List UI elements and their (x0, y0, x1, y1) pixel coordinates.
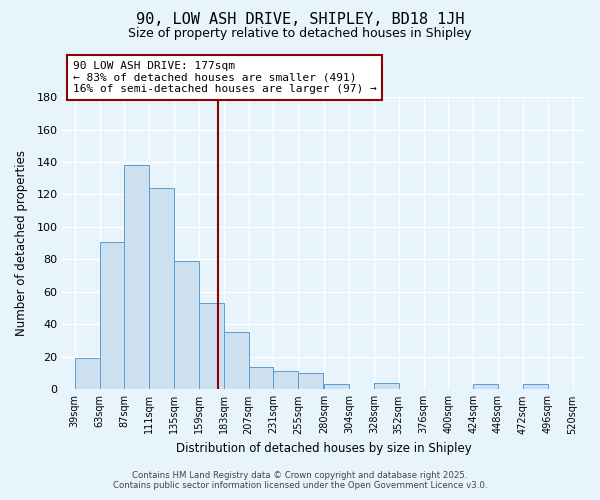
Bar (149, 188, 174, 390)
Bar (75, 358, 100, 390)
Bar (224, 332, 248, 390)
Bar (274, 372, 298, 390)
Bar (100, 242, 124, 390)
Y-axis label: Number of detached properties: Number of detached properties (15, 150, 28, 336)
Bar (473, 384, 498, 390)
Bar (298, 373, 323, 390)
Bar (523, 384, 548, 390)
X-axis label: Distribution of detached houses by size in Shipley: Distribution of detached houses by size … (176, 442, 472, 455)
Bar (174, 261, 199, 390)
Bar (199, 304, 224, 390)
Text: 90 LOW ASH DRIVE: 177sqm
← 83% of detached houses are smaller (491)
16% of semi-: 90 LOW ASH DRIVE: 177sqm ← 83% of detach… (73, 61, 377, 94)
Text: Size of property relative to detached houses in Shipley: Size of property relative to detached ho… (128, 28, 472, 40)
Text: 90, LOW ASH DRIVE, SHIPLEY, BD18 1JH: 90, LOW ASH DRIVE, SHIPLEY, BD18 1JH (136, 12, 464, 28)
Bar (324, 384, 349, 390)
Bar (124, 165, 149, 390)
Bar (248, 366, 274, 390)
Text: Contains HM Land Registry data © Crown copyright and database right 2025.
Contai: Contains HM Land Registry data © Crown c… (113, 470, 487, 490)
Bar (374, 383, 398, 390)
